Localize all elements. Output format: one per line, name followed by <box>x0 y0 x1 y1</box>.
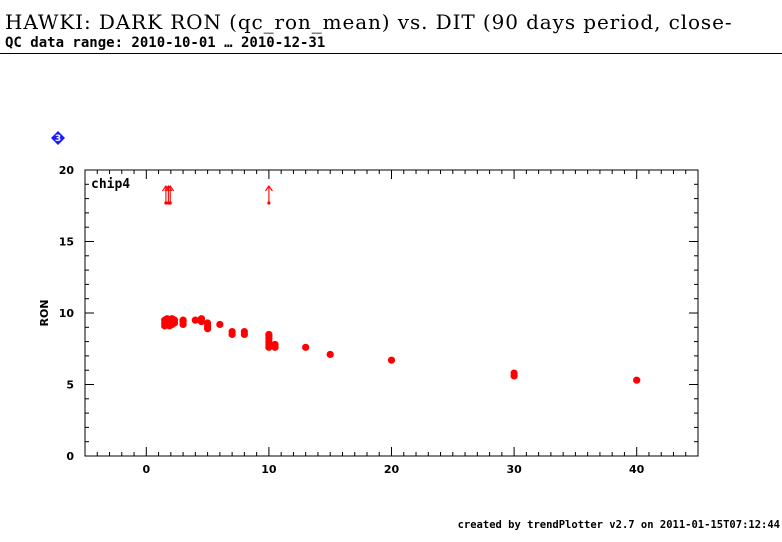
off-scale-arrows <box>161 185 273 205</box>
data-point <box>179 316 187 324</box>
off-scale-arrow-dot <box>267 201 271 205</box>
data-point <box>216 320 224 329</box>
diamond-number-icon <box>51 131 65 145</box>
data-point <box>170 316 179 324</box>
off-scale-arrow <box>264 185 273 205</box>
header-divider <box>0 53 782 54</box>
x-tick-label: 30 <box>506 463 522 476</box>
y-tick-label: 0 <box>66 450 74 463</box>
data-point <box>633 376 641 384</box>
y-tick-label: 15 <box>59 236 74 249</box>
data-point <box>510 369 518 377</box>
data-points <box>161 315 641 384</box>
date-range-subtitle: QC data range: 2010-10-01 … 2010-12-31 <box>5 35 326 51</box>
major-ticks <box>85 169 698 457</box>
data-point <box>387 356 396 364</box>
data-point <box>326 350 334 359</box>
panel-badge-number: 3 <box>55 134 61 144</box>
data-point <box>265 330 273 339</box>
data-point <box>204 319 212 327</box>
page-title: HAWKI: DARK RON (qc_ron_mean) vs. DIT (9… <box>5 10 733 34</box>
x-tick-label: 40 <box>629 463 645 476</box>
off-scale-arrow-dot <box>164 201 168 205</box>
off-scale-arrow-dot <box>168 201 172 205</box>
x-tick-labels: 0 10 20 30 40 <box>142 463 644 476</box>
data-point <box>191 316 199 324</box>
data-point <box>302 343 310 351</box>
y-tick-label: 10 <box>59 307 75 320</box>
y-axis-label: RON <box>38 299 51 326</box>
data-point <box>197 317 206 326</box>
y-tick-labels: 0 5 10 15 20 <box>59 164 75 463</box>
panel-label: chip4 <box>91 177 130 192</box>
footer-credit: created by trendPlotter v2.7 on 2011-01-… <box>457 519 780 531</box>
y-tick-label: 5 <box>66 379 74 392</box>
off-scale-arrow-head <box>264 185 273 192</box>
y-tick-label: 20 <box>59 164 75 177</box>
off-scale-arrow <box>166 185 175 205</box>
data-point <box>271 340 279 349</box>
x-tick-label: 0 <box>142 463 150 476</box>
data-point <box>228 327 236 336</box>
plot-frame <box>84 169 699 457</box>
x-tick-label: 20 <box>384 463 400 476</box>
off-scale-arrow-head <box>166 185 175 192</box>
panel-badge-icon: 3 <box>51 131 65 145</box>
data-point <box>240 327 248 336</box>
x-tick-label: 10 <box>261 463 277 476</box>
minor-ticks <box>84 170 699 456</box>
